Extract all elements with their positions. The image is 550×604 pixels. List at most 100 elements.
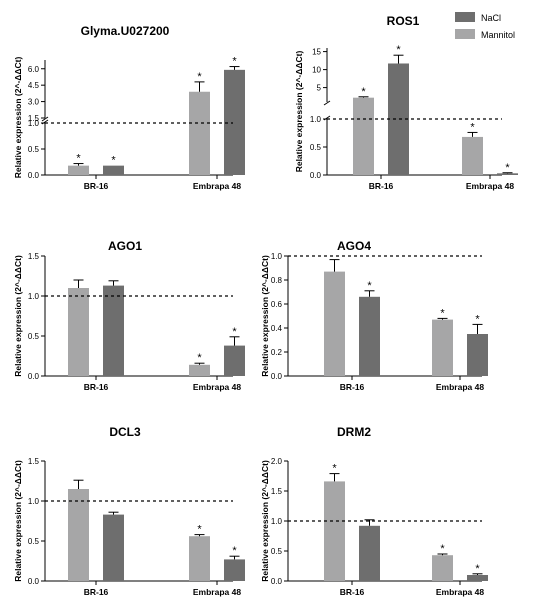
chart-panel-4: AGO4 Relative expression (2^-ΔΔCt) 0.0 0.2 0… <box>260 239 488 392</box>
bar <box>359 525 380 581</box>
bar <box>467 575 488 581</box>
chart-panel-5: DCL3 Relative expression (2^-ΔΔCt) 0.0 0.5 1… <box>13 425 245 597</box>
y-tick-label: 15 <box>312 48 321 57</box>
y-tick-label: 0.5 <box>28 537 40 546</box>
bar <box>432 555 453 581</box>
significance-asterisk: * <box>475 563 480 575</box>
y-tick-label: 1.0 <box>310 115 322 124</box>
x-category-label: Embrapa 48 <box>193 181 241 191</box>
bar <box>189 536 210 581</box>
bar <box>388 63 409 176</box>
y-axis-label: Relative expression (2^-ΔΔCt) <box>294 51 304 173</box>
bar <box>189 91 210 175</box>
bar <box>68 489 89 581</box>
bar <box>432 319 453 376</box>
bar <box>68 288 89 376</box>
x-category-label: Embrapa 48 <box>436 382 484 392</box>
x-category-label: BR-16 <box>340 382 365 392</box>
x-category-label: BR-16 <box>84 181 109 191</box>
bar <box>467 334 488 376</box>
y-tick-label: 5 <box>317 84 322 93</box>
significance-asterisk: * <box>197 352 202 364</box>
y-tick-label: 4.5 <box>28 81 40 90</box>
chart-panel-6: DRM2 Relative expression (2^-ΔΔCt) 0.0 0.5 1… <box>260 425 488 597</box>
bar <box>224 69 245 175</box>
significance-asterisk: * <box>232 326 237 338</box>
y-tick-label: 0.0 <box>271 372 283 381</box>
y-tick-label: 1.0 <box>271 517 283 526</box>
significance-asterisk: * <box>361 86 366 98</box>
chart-title: DCL3 <box>109 425 141 439</box>
significance-asterisk: * <box>396 44 401 56</box>
significance-asterisk: * <box>76 153 81 165</box>
y-axis-label: Relative expression (2^-ΔΔCt) <box>13 460 23 582</box>
y-tick-label: 0.4 <box>271 324 283 333</box>
bar <box>359 296 380 376</box>
chart-title: DRM2 <box>337 425 371 439</box>
y-tick-label: 2.0 <box>271 457 283 466</box>
chart-title: AGO1 <box>108 239 142 253</box>
significance-asterisk: * <box>440 543 445 555</box>
y-tick-label: 1.5 <box>271 487 283 496</box>
x-category-label: Embrapa 48 <box>193 382 241 392</box>
y-tick-label: 1.0 <box>271 252 283 261</box>
bar <box>103 165 124 175</box>
bar <box>68 165 89 175</box>
y-tick-label: 0.0 <box>28 372 40 381</box>
bar <box>497 173 518 175</box>
x-category-label: BR-16 <box>84 382 109 392</box>
y-axis-label: Relative expression (2^-ΔΔCt) <box>13 255 23 377</box>
y-tick-label: 0.0 <box>310 171 322 180</box>
x-category-label: Embrapa 48 <box>436 587 484 597</box>
bar <box>224 559 245 581</box>
y-axis-label: Relative expression (2^-ΔΔCt) <box>13 57 23 179</box>
y-axis-label: Relative expression (2^-ΔΔCt) <box>260 255 270 377</box>
chart-title: AGO4 <box>337 239 371 253</box>
y-tick-label: 3.0 <box>28 98 40 107</box>
significance-asterisk: * <box>470 121 475 133</box>
y-tick-label: 0.0 <box>271 577 283 586</box>
bar <box>224 345 245 376</box>
bar <box>324 271 345 376</box>
bar <box>189 364 210 376</box>
y-tick-label: 10 <box>312 66 321 75</box>
y-tick-label: 0.5 <box>28 332 40 341</box>
y-tick-label: 1.0 <box>28 497 40 506</box>
legend-swatch-mannitol <box>455 29 475 39</box>
significance-asterisk: * <box>232 56 237 68</box>
y-tick-label: 0.5 <box>28 145 40 154</box>
y-tick-label: 0.2 <box>271 348 283 357</box>
bar <box>103 285 124 376</box>
bar <box>324 481 345 581</box>
y-tick-label: 0.6 <box>271 300 283 309</box>
chart-panel-1: Glyma.U027200 Relative expression (2^-ΔΔC… <box>13 24 245 191</box>
significance-asterisk: * <box>475 313 480 325</box>
significance-asterisk: * <box>111 155 116 167</box>
y-tick-label: 1.0 <box>28 292 40 301</box>
y-tick-label: 6.0 <box>28 65 40 74</box>
y-tick-label: 0.0 <box>28 171 40 180</box>
x-category-label: Embrapa 48 <box>193 587 241 597</box>
y-tick-label: 0.0 <box>28 577 40 586</box>
y-tick-label: 1.5 <box>28 457 40 466</box>
significance-asterisk: * <box>232 545 237 557</box>
y-tick-label: 1.5 <box>28 252 40 261</box>
legend-swatch-nacl <box>455 12 475 22</box>
bar <box>462 136 483 175</box>
y-tick-label: 1.0 <box>28 119 40 128</box>
y-tick-label: 0.8 <box>271 276 283 285</box>
y-tick-label: 0.5 <box>271 547 283 556</box>
x-category-label: BR-16 <box>340 587 365 597</box>
legend-label-mannitol: Mannitol <box>481 30 515 40</box>
significance-asterisk: * <box>197 71 202 83</box>
bar <box>103 514 124 581</box>
y-tick-label: 1.5 <box>28 114 40 123</box>
chart-title: ROS1 <box>387 14 420 28</box>
x-category-label: BR-16 <box>369 181 394 191</box>
significance-asterisk: * <box>440 307 445 319</box>
chart-panel-2: ROS1 Relative expression (2^-ΔΔCt) 0.0 0.5 1… <box>294 14 518 191</box>
significance-asterisk: * <box>367 280 372 292</box>
chart-panel-3: AGO1 Relative expression (2^-ΔΔCt) 0.0 0.5 1… <box>13 239 245 392</box>
legend-label-nacl: NaCl <box>481 13 501 23</box>
